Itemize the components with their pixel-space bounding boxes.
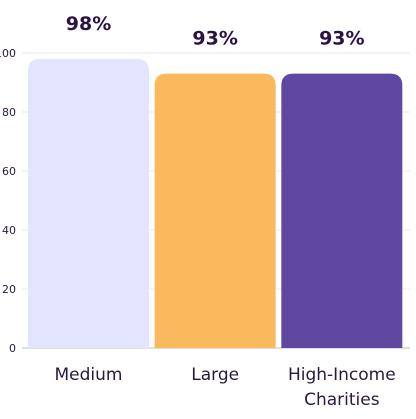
y-tick-label: 80 [2, 106, 16, 119]
category-label-line: Medium [55, 365, 123, 385]
y-tick-label: 100 [0, 47, 16, 60]
x-axis: Medium Large High-Income Charities [55, 365, 396, 410]
data-label: 93% [319, 28, 364, 50]
bar [28, 58, 149, 349]
category-label-line: Charities [304, 390, 380, 410]
y-tick-label: 40 [2, 224, 16, 237]
data-label: 93% [192, 28, 237, 50]
bar [281, 73, 403, 349]
bar [154, 73, 276, 349]
category-label-line: Large [191, 365, 239, 385]
y-tick-label: 0 [9, 342, 16, 355]
y-tick-label: 60 [2, 165, 16, 178]
y-tick-label: 20 [2, 283, 16, 296]
category-label-line: High-Income [288, 365, 396, 385]
y-axis: 0 20 40 60 80 100 [0, 47, 16, 355]
category-label: High-Income Charities [288, 365, 396, 410]
data-label: 98% [66, 13, 111, 35]
category-label: Medium [55, 365, 123, 385]
bars [28, 58, 403, 349]
data-labels: 98% 93% 93% [66, 13, 365, 50]
category-label: Large [191, 365, 239, 385]
